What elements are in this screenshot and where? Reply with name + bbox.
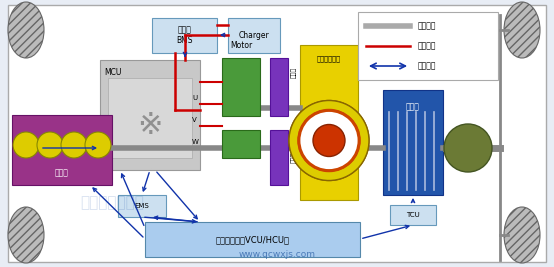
Bar [152,18,217,53]
Circle shape [289,100,369,180]
Text: 发动机: 发动机 [55,168,69,177]
Circle shape [85,132,111,158]
Ellipse shape [8,2,44,58]
Circle shape [313,124,345,156]
Circle shape [311,123,347,159]
Text: 电池组
BMS: 电池组 BMS [176,26,193,45]
Text: 机械传输: 机械传输 [418,22,437,30]
Bar [300,45,358,200]
Circle shape [299,111,359,171]
Text: U: U [192,95,197,101]
Text: EMS: EMS [135,203,150,209]
Bar [270,58,288,116]
Bar [100,60,200,170]
Text: W: W [192,139,199,145]
Bar [145,222,360,257]
Text: www.qcwxjs.com: www.qcwxjs.com [239,250,315,259]
Bar [383,90,443,195]
Ellipse shape [504,2,540,58]
Bar [228,18,280,53]
Text: 信号传输: 信号传输 [418,61,437,70]
Text: 变速箱: 变速箱 [406,102,420,111]
Bar [390,205,436,225]
Text: Charger: Charger [239,31,269,40]
Text: 整车控制器（VCU/HCU）: 整车控制器（VCU/HCU） [216,235,290,244]
Text: V: V [192,117,197,123]
Bar [270,130,288,185]
Text: TCU: TCU [406,212,420,218]
Bar [222,58,260,116]
Text: MCU: MCU [104,68,121,77]
Text: 离合器: 离合器 [291,152,296,163]
Circle shape [13,132,39,158]
Text: 动力耦合装置: 动力耦合装置 [317,55,341,62]
Circle shape [444,124,492,172]
Text: 汽车维修技术网: 汽车维修技术网 [80,195,144,210]
Ellipse shape [504,207,540,263]
Circle shape [37,132,63,158]
Ellipse shape [8,207,44,263]
Bar [358,12,498,80]
Circle shape [61,132,87,158]
Bar [12,115,112,185]
Circle shape [289,100,369,180]
Bar [108,78,192,158]
Text: 电力传输: 电力传输 [418,41,437,50]
Text: Motor: Motor [230,41,252,50]
Circle shape [319,131,339,151]
Bar [222,130,260,158]
Bar [118,195,166,217]
Text: ※: ※ [137,111,163,139]
Text: 离介器: 离介器 [291,66,296,78]
